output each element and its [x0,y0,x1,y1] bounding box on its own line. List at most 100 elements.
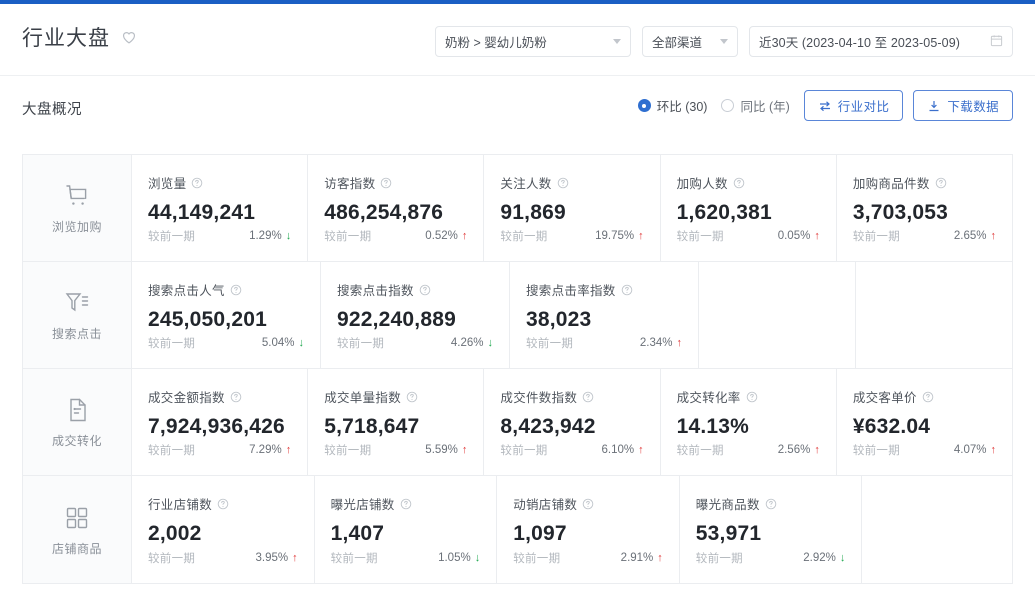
category-filter-dropdown[interactable]: 奶粉 > 婴幼儿奶粉 [435,26,631,57]
question-icon[interactable] [406,391,418,403]
metric-compare-label: 较前一期 [852,231,901,243]
metric-cell[interactable]: 成交单量指数 5,718,647 较前一期 5.59% ↑ [308,369,485,475]
metric-value: 1,407 [330,522,385,545]
metric-cell-empty [699,262,856,368]
metric-value: 91,869 [500,201,566,224]
metric-header: 浏览量 [148,173,291,192]
metric-cell[interactable]: 加购人数 1,620,381 较前一期 0.05% ↑ [661,155,837,261]
metric-cell[interactable]: 浏览量 44,149,241 较前一期 1.29% ↓ [132,155,309,261]
trend-up-arrow-icon: ↑ [814,443,820,456]
metric-compare-label: 较前一期 [330,553,378,565]
metric-name: 搜索点击人气 [148,284,225,298]
trend-up-arrow-icon: ↑ [461,443,468,456]
question-icon[interactable] [419,284,431,296]
metric-delta-value: 2.34% [639,337,673,349]
metric-cell[interactable]: 访客指数 486,254,876 较前一期 0.52% ↑ [308,155,485,261]
metric-footer: 较前一期 2.92% ↓ [696,550,846,566]
question-icon[interactable] [191,177,203,189]
metric-name: 关注人数 [500,177,552,191]
metric-delta: 1.29% ↓ [249,230,291,242]
question-icon[interactable] [217,498,229,510]
metric-delta-value: 2.91% [620,552,654,564]
download-data-label: 下载数据 [947,100,999,114]
metric-cell[interactable]: 曝光商品数 53,971 较前一期 2.92% ↓ [680,476,863,583]
metric-header: 动销店铺数 [513,494,663,513]
chevron-down-icon [613,39,621,44]
metric-delta-value: 6.10% [601,444,635,456]
metric-name: 搜索点击指数 [337,284,414,298]
metric-value: 922,240,889 [337,308,456,331]
question-icon[interactable] [733,177,745,189]
metric-compare-label: 较前一期 [500,445,548,457]
question-icon[interactable] [621,284,633,296]
metric-delta: 2.91% ↑ [621,552,663,564]
question-icon[interactable] [935,177,947,189]
metric-footer: 较前一期 0.52% ↑ [324,228,467,244]
metric-footer: 较前一期 2.91% ↑ [513,550,663,566]
question-icon[interactable] [746,391,758,403]
question-icon[interactable] [230,391,242,403]
metric-footer: 较前一期 3.95% ↑ [148,550,298,566]
metric-cell[interactable]: 关注人数 91,869 较前一期 19.75% ↑ [484,155,661,261]
metric-footer: 较前一期 19.75% ↑ [500,228,643,244]
metric-value: ¥632.04 [852,415,931,438]
metric-cell[interactable]: 搜索点击率指数 38,023 较前一期 2.34% ↑ [510,262,699,368]
metric-cell[interactable]: 搜索点击人气 245,050,201 较前一期 5.04% ↓ [132,262,321,368]
question-icon[interactable] [582,498,594,510]
metric-footer: 较前一期 1.29% ↓ [148,228,291,244]
radio-year-over-year[interactable]: 同比 (年) [721,96,790,115]
metric-cell[interactable]: 行业店铺数 2,002 较前一期 3.95% ↑ [132,476,315,583]
metric-compare-label: 较前一期 [500,231,548,243]
question-icon[interactable] [582,391,594,403]
question-icon[interactable] [380,177,392,189]
download-data-button[interactable]: 下载数据 [913,90,1013,121]
metric-header: 加购人数 [677,173,820,192]
metric-cell[interactable]: 加购商品件数 3,703,053 较前一期 2.65% ↑ [837,155,1012,261]
metric-cell[interactable]: 动销店铺数 1,097 较前一期 2.91% ↑ [497,476,680,583]
metric-delta-value: 2.65% [953,230,987,242]
metric-compare-label: 较前一期 [148,445,196,457]
metric-cell[interactable]: 成交金额指数 7,924,936,426 较前一期 7.29% ↑ [132,369,309,475]
industry-compare-button[interactable]: 行业对比 [803,90,904,121]
metric-header: 搜索点击指数 [337,280,493,299]
metric-delta-value: 2.56% [777,444,811,456]
heart-icon[interactable] [120,28,138,46]
metric-footer: 较前一期 2.56% ↑ [677,442,820,458]
metric-compare-label: 较前一期 [676,445,724,457]
metric-delta: 2.65% ↑ [954,230,996,242]
metric-delta: 5.04% ↓ [262,337,304,349]
question-icon[interactable] [557,177,569,189]
metric-cell[interactable]: 搜索点击指数 922,240,889 较前一期 4.26% ↓ [321,262,510,368]
metric-delta-value: 5.04% [261,337,295,349]
metric-delta-value: 4.07% [953,444,987,456]
trend-down-arrow-icon: ↓ [487,336,494,349]
metric-name: 成交金额指数 [148,391,225,405]
metric-value: 5,718,647 [324,415,420,438]
metric-name: 浏览量 [148,177,187,191]
channel-filter-value: 全部渠道 [652,36,703,50]
metric-delta-value: 19.75% [595,230,635,242]
metric-cell[interactable]: 曝光店铺数 1,407 较前一期 1.05% ↓ [315,476,498,583]
metric-delta: 4.26% ↓ [451,337,493,349]
date-range-picker[interactable]: 近30天 (2023-04-10 至 2023-05-09) [749,26,1013,57]
metric-delta: 19.75% ↑ [595,230,644,242]
metrics-grid-row: 搜索点击 搜索点击人气 245,050,201 较前一期 5.04% ↓ 搜索点击指数 922… [23,262,1012,369]
question-icon[interactable] [230,284,242,296]
metric-delta: 5.59% ↑ [425,444,467,456]
metric-cell[interactable]: 成交转化率 14.13% 较前一期 2.56% ↑ [661,369,837,475]
metric-header: 曝光商品数 [696,494,846,513]
metric-name: 成交单量指数 [324,391,402,405]
question-icon[interactable] [400,498,412,510]
metrics-grid-row: 成交转化 成交金额指数 7,924,936,426 较前一期 7.29% ↑ 成交单量指数 5… [23,369,1012,476]
metric-value: 14.13% [676,415,750,438]
metric-delta: 4.07% ↑ [954,444,996,456]
metric-value: 53,971 [695,522,762,545]
metric-footer: 较前一期 2.65% ↑ [853,228,996,244]
metric-value: 486,254,876 [324,201,444,224]
question-icon[interactable] [765,498,777,510]
question-icon[interactable] [922,391,934,403]
metric-cell[interactable]: 成交客单价 ¥632.04 较前一期 4.07% ↑ [837,369,1012,475]
radio-period-over-period[interactable]: 环比 (30) [637,96,707,115]
metric-cell[interactable]: 成交件数指数 8,423,942 较前一期 6.10% ↑ [484,369,661,475]
channel-filter-dropdown[interactable]: 全部渠道 [642,26,738,57]
